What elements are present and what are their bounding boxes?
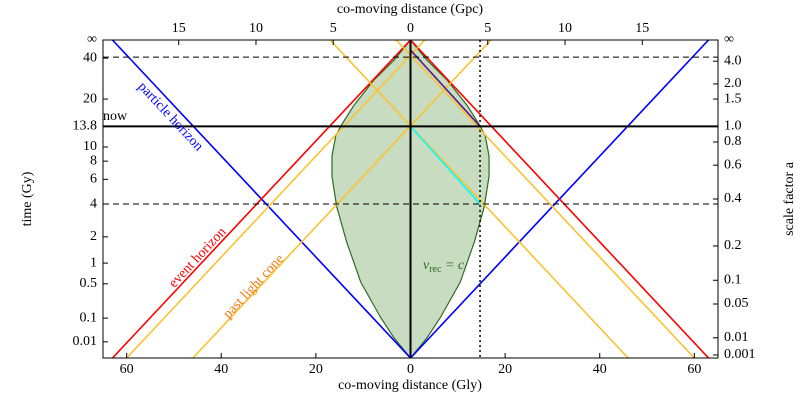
x-tick-label: 40 (593, 362, 607, 377)
line (409, 125, 481, 205)
y-tick-label: 0.5 (80, 276, 98, 291)
y-tick-label: 0.1 (80, 310, 98, 325)
y-tick-label: 2 (90, 229, 97, 244)
line (111, 40, 710, 358)
annotation-text: v (423, 258, 430, 273)
y-tick-label: 20 (83, 91, 97, 106)
y2-axis-title: scale factor a (782, 161, 797, 236)
y2-tick-label: 0.05 (724, 296, 749, 311)
x2-tick-label: 15 (172, 21, 186, 36)
y-tick-label: 6 (90, 172, 97, 187)
x-tick-label: 60 (120, 362, 134, 377)
line (409, 49, 481, 127)
y2-tick-label: ∞ (724, 32, 734, 47)
y-tick-label: 8 (90, 153, 97, 168)
plot-area (103, 40, 718, 358)
y2-tick-label: 0.4 (724, 191, 742, 206)
y-tick-label: 40 (83, 50, 97, 65)
y2-tick-label: 0.1 (724, 272, 742, 287)
y2-tick-label: 1.0 (724, 119, 742, 134)
y-axis-title: time (Gy) (20, 171, 35, 226)
y-tick-label: 1 (90, 255, 97, 270)
y-tick-label: 13.8 (73, 119, 98, 134)
y2-tick-label: 2.0 (724, 76, 742, 91)
y2-tick-label: 0.2 (724, 238, 742, 253)
x-tick-label: 60 (687, 362, 701, 377)
x2-axis-title: co-moving distance (Gpc) (337, 2, 484, 17)
annotation: particle horizon (135, 79, 206, 154)
y-tick-label: 4 (90, 196, 97, 211)
x2-tick-label: 0 (407, 21, 414, 36)
y-tick-label: ∞ (87, 32, 97, 47)
y2-tick-label: 0.6 (724, 157, 742, 172)
x-tick-label: 0 (407, 362, 414, 377)
y2-tick-label: 4.0 (724, 53, 742, 68)
x-tick-label: 40 (214, 362, 228, 377)
y-tick-label: 10 (83, 139, 97, 154)
annotation-suffix: = c (441, 258, 464, 273)
y2-tick-label: 0.01 (724, 330, 749, 345)
x2-tick-label: 10 (558, 21, 572, 36)
x2-tick-label: 10 (249, 21, 263, 36)
x2-tick-label: 5 (484, 21, 491, 36)
x-tick-label: 20 (498, 362, 512, 377)
x2-tick-label: 15 (635, 21, 649, 36)
annotation-subscript: rec (429, 264, 442, 275)
annotation: now (103, 109, 128, 124)
x-axis-title: co-moving distance (Gly) (338, 378, 482, 393)
y-tick-label: 0.01 (73, 334, 98, 349)
x-tick-label: 20 (309, 362, 323, 377)
y2-tick-label: 0.001 (724, 347, 756, 362)
line (111, 40, 710, 358)
x2-tick-label: 5 (330, 21, 337, 36)
y2-tick-label: 0.8 (724, 134, 742, 149)
y2-tick-label: 1.5 (724, 91, 742, 106)
annotation: past light cone (220, 252, 287, 322)
annotation: vrec = c (423, 258, 465, 275)
